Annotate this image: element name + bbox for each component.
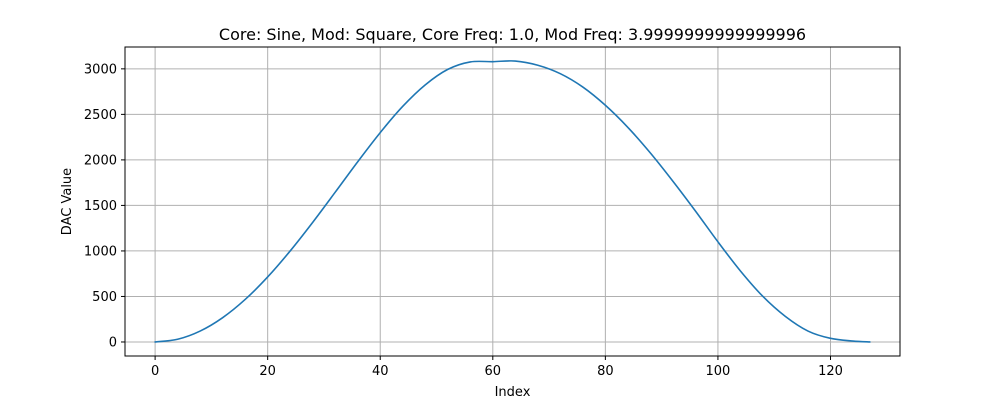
y-tick-label: 2000	[84, 153, 117, 168]
y-tick-label: 500	[92, 290, 117, 305]
chart-title: Core: Sine, Mod: Square, Core Freq: 1.0,…	[219, 25, 806, 44]
series-layer	[154, 60, 871, 343]
x-tick-label: 60	[485, 364, 502, 379]
x-tick-label: 120	[818, 364, 843, 379]
y-axis-title: DAC Value	[60, 168, 75, 235]
y-tick-label: 3000	[84, 62, 117, 77]
series-line	[154, 60, 871, 343]
x-tick-label: 20	[259, 364, 276, 379]
x-tick-label: 0	[151, 364, 159, 379]
grid-layer	[125, 47, 900, 356]
ticks-layer: 0 20 40 60 80 100 120 0 500 1000 1500 2000 2500 3000	[84, 62, 843, 379]
y-tick-label: 0	[109, 335, 117, 350]
x-axis-title: Index	[495, 385, 531, 400]
x-tick-label: 80	[597, 364, 614, 379]
x-tick-label: 40	[372, 364, 389, 379]
plot-frame	[124, 46, 901, 357]
y-tick-label: 1500	[84, 199, 117, 214]
y-tick-label: 2500	[84, 108, 117, 123]
x-tick-label: 100	[706, 364, 731, 379]
y-tick-label: 1000	[84, 244, 117, 259]
